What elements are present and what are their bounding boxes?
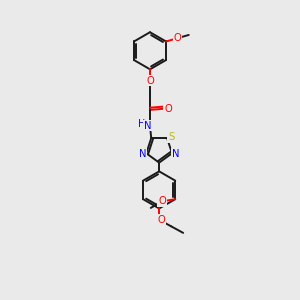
Text: O: O: [164, 104, 172, 114]
Text: O: O: [173, 33, 181, 43]
Text: N: N: [139, 149, 146, 159]
Text: S: S: [168, 132, 174, 142]
Text: N: N: [172, 149, 180, 159]
Text: H: H: [138, 119, 145, 130]
Text: O: O: [157, 215, 165, 225]
Text: N: N: [144, 121, 151, 130]
Text: O: O: [158, 196, 166, 206]
Text: O: O: [146, 76, 154, 85]
